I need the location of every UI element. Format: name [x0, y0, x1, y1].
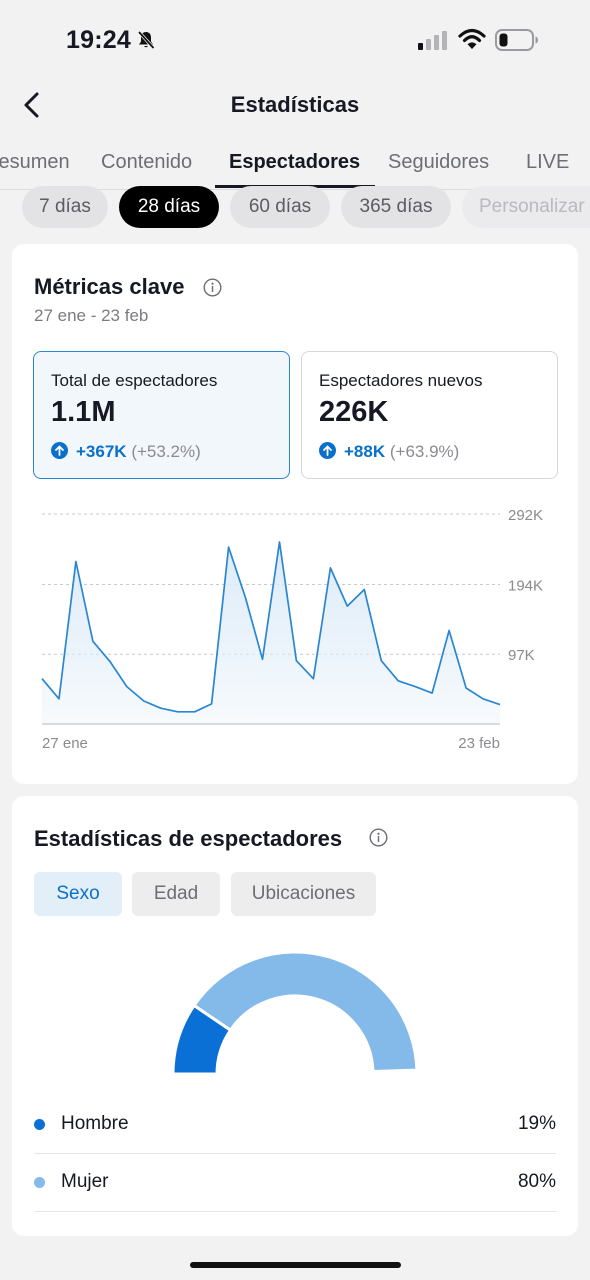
- back-arrow-icon[interactable]: [18, 90, 48, 120]
- donut-slice-mujer: [192, 950, 419, 1074]
- legend-label: Mujer: [61, 1171, 109, 1192]
- legend-dot: [34, 1119, 45, 1130]
- metric-change: +88K (+63.9%): [319, 442, 459, 462]
- metric-value: 1.1M: [51, 396, 116, 428]
- info-icon[interactable]: [203, 278, 222, 297]
- viewer-stats-title: Estadísticas de espectadores: [34, 826, 343, 851]
- bell-off-icon: [137, 30, 155, 50]
- metric-new-viewers[interactable]: Espectadores nuevos 226K +88K (+63.9%): [301, 351, 558, 479]
- legend-label: Hombre: [61, 1113, 129, 1134]
- home-indicator: [190, 1262, 401, 1268]
- arrow-up-circle-icon: [51, 442, 68, 459]
- metric-total-viewers[interactable]: Total de espectadores 1.1M +367K (+53.2%…: [33, 351, 290, 479]
- tab-espectadores[interactable]: Espectadores: [229, 151, 361, 173]
- date-range-filters: 7 días 28 días 60 días 365 días Personal…: [0, 186, 590, 228]
- date-range-label: 27 ene - 23 feb: [34, 306, 149, 325]
- legend-row-hombre: Hombre 19%: [34, 1096, 556, 1154]
- change-percent: (+53.2%): [131, 442, 201, 461]
- cellular-signal-icon: [418, 31, 447, 50]
- legend-dot: [34, 1177, 45, 1188]
- y-tick-label: 97K: [508, 647, 535, 664]
- viewers-line-chart[interactable]: 292K 194K 97K 27 ene 23 feb: [12, 494, 578, 764]
- info-icon[interactable]: [369, 828, 388, 847]
- tab-live[interactable]: LIVE: [526, 151, 570, 173]
- legend-value: 19%: [517, 1113, 556, 1134]
- filter-28-days[interactable]: 28 días: [119, 186, 219, 228]
- top-navigation-bar: Estadísticas: [0, 80, 590, 130]
- metric-label: Espectadores nuevos: [319, 371, 483, 390]
- legend-row-mujer: Mujer 80%: [34, 1154, 556, 1212]
- change-absolute: +367K: [76, 442, 127, 461]
- filter-7-days[interactable]: 7 días: [22, 186, 108, 228]
- series-line: [41, 541, 501, 713]
- page-title: Estadísticas: [230, 92, 360, 117]
- change-absolute: +88K: [344, 442, 386, 461]
- key-metrics-title: Métricas clave: [34, 274, 185, 299]
- tab-contenido[interactable]: Contenido: [101, 151, 193, 173]
- y-tick-label: 194K: [508, 577, 543, 594]
- tab-resumen[interactable]: Resumen: [0, 151, 70, 173]
- series-area: [42, 542, 500, 724]
- status-time: 19:24: [66, 26, 131, 54]
- filter-365-days[interactable]: 365 días: [341, 186, 451, 228]
- x-tick-label: 27 ene: [42, 735, 88, 752]
- x-tick-label: 23 feb: [458, 735, 500, 752]
- change-percent: (+63.9%): [389, 442, 460, 461]
- battery-icon: [495, 29, 538, 51]
- filter-60-days[interactable]: 60 días: [230, 186, 330, 228]
- tab-seguidores[interactable]: Seguidores: [388, 151, 490, 173]
- tab-sexo[interactable]: Sexo: [34, 872, 122, 916]
- metric-change: +367K (+53.2%): [51, 442, 201, 462]
- y-tick-label: 292K: [508, 507, 543, 524]
- key-metrics-card: Métricas clave 27 ene - 23 feb Total de …: [12, 244, 578, 784]
- arrow-up-circle-icon: [319, 442, 336, 459]
- filter-custom[interactable]: Personalizar: [462, 186, 590, 228]
- tab-ubicaciones[interactable]: Ubicaciones: [231, 872, 376, 916]
- gender-semi-donut-chart: [171, 950, 419, 1076]
- legend-value: 80%: [517, 1171, 556, 1192]
- metric-label: Total de espectadores: [51, 371, 218, 390]
- status-bar: 19:24: [0, 0, 590, 80]
- metric-value: 226K: [319, 396, 389, 428]
- tab-edad[interactable]: Edad: [132, 872, 220, 916]
- section-tabs: Resumen Contenido Espectadores Seguidore…: [0, 140, 590, 190]
- viewer-stats-card: Estadísticas de espectadores Sexo Edad U…: [12, 796, 578, 1236]
- wifi-icon: [458, 28, 486, 49]
